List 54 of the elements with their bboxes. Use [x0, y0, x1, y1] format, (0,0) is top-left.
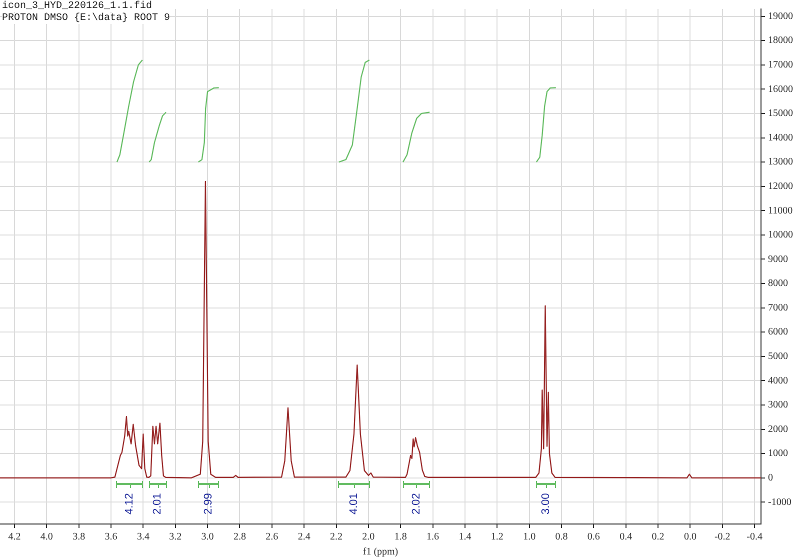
y-tick-label: 4000 [768, 375, 788, 386]
x-tick-label: 0.6 [587, 532, 600, 543]
y-tick-label: 13000 [768, 156, 793, 168]
y-tick-label: 5000 [768, 351, 788, 362]
x-tick-label: 1.8 [394, 532, 407, 543]
x-tick-label: 4.0 [40, 532, 53, 543]
x-tick-label: 3.8 [72, 532, 86, 543]
x-axis-title: f1 (ppm) [362, 546, 398, 558]
y-tick-label: 0 [768, 472, 773, 484]
y-tick-label: -1000 [768, 496, 792, 508]
y-tick-label: 9000 [768, 254, 788, 265]
annotation: 4.01 [348, 493, 360, 515]
x-tick-label: 0.8 [555, 532, 568, 543]
y-tick-label: 18000 [768, 35, 793, 46]
y-tick-label: 8000 [768, 278, 788, 290]
x-tick-label: 3.4 [136, 532, 150, 543]
x-tick-label: 2.2 [330, 532, 343, 543]
x-tick-label: 1.4 [458, 532, 472, 543]
x-tick-label: 1.6 [426, 532, 440, 543]
annotation: 2.02 [410, 493, 422, 515]
x-tick-label: 3.6 [104, 532, 118, 543]
x-tick-label: 0.4 [620, 532, 632, 543]
y-tick-label: 19000 [768, 10, 793, 22]
annotation: 2.99 [202, 493, 215, 515]
x-tick-label: 2.0 [362, 532, 375, 543]
x-tick-label: 0.2 [652, 532, 664, 543]
x-tick-label: 2.8 [233, 532, 246, 543]
x-tick-label: 3.2 [169, 532, 182, 543]
x-tick-label: 1.0 [523, 532, 536, 543]
x-tick-label: 2.4 [298, 532, 310, 543]
annotation: 2.01 [152, 493, 164, 515]
y-tick-label: 14000 [768, 132, 793, 144]
x-tick-label: 2.6 [266, 532, 278, 543]
y-tick-label: 16000 [768, 84, 793, 95]
chart-subtitle: PROTON DMSO {E:\data} ROOT 9 [2, 13, 170, 24]
y-tick-label: 12000 [768, 180, 793, 192]
y-tick-label: 6000 [768, 326, 788, 338]
y-tick-label: 10000 [768, 230, 793, 241]
y-tick-label: 7000 [768, 302, 788, 314]
x-tick-label: -0.4 [746, 532, 762, 543]
y-tick-label: 17000 [768, 60, 793, 70]
y-tick-label: 15000 [768, 108, 793, 120]
y-tick-label: 3000 [768, 400, 788, 411]
y-tick-label: 1000 [768, 448, 788, 460]
x-tick-label: -0.2 [714, 532, 730, 543]
y-tick-label: 11000 [768, 205, 793, 216]
x-tick-label: 0.0 [684, 532, 696, 543]
annotation: 4.12 [124, 493, 136, 515]
x-tick-label: 4.2 [8, 532, 21, 543]
y-tick-label: 2000 [768, 424, 788, 435]
x-tick-label: 3.0 [201, 532, 214, 543]
chart-title: icon_3_HYD_220126_1.1.fid [2, 1, 152, 12]
x-tick-label: 1.2 [490, 532, 504, 543]
annotation: 3.00 [540, 493, 552, 515]
